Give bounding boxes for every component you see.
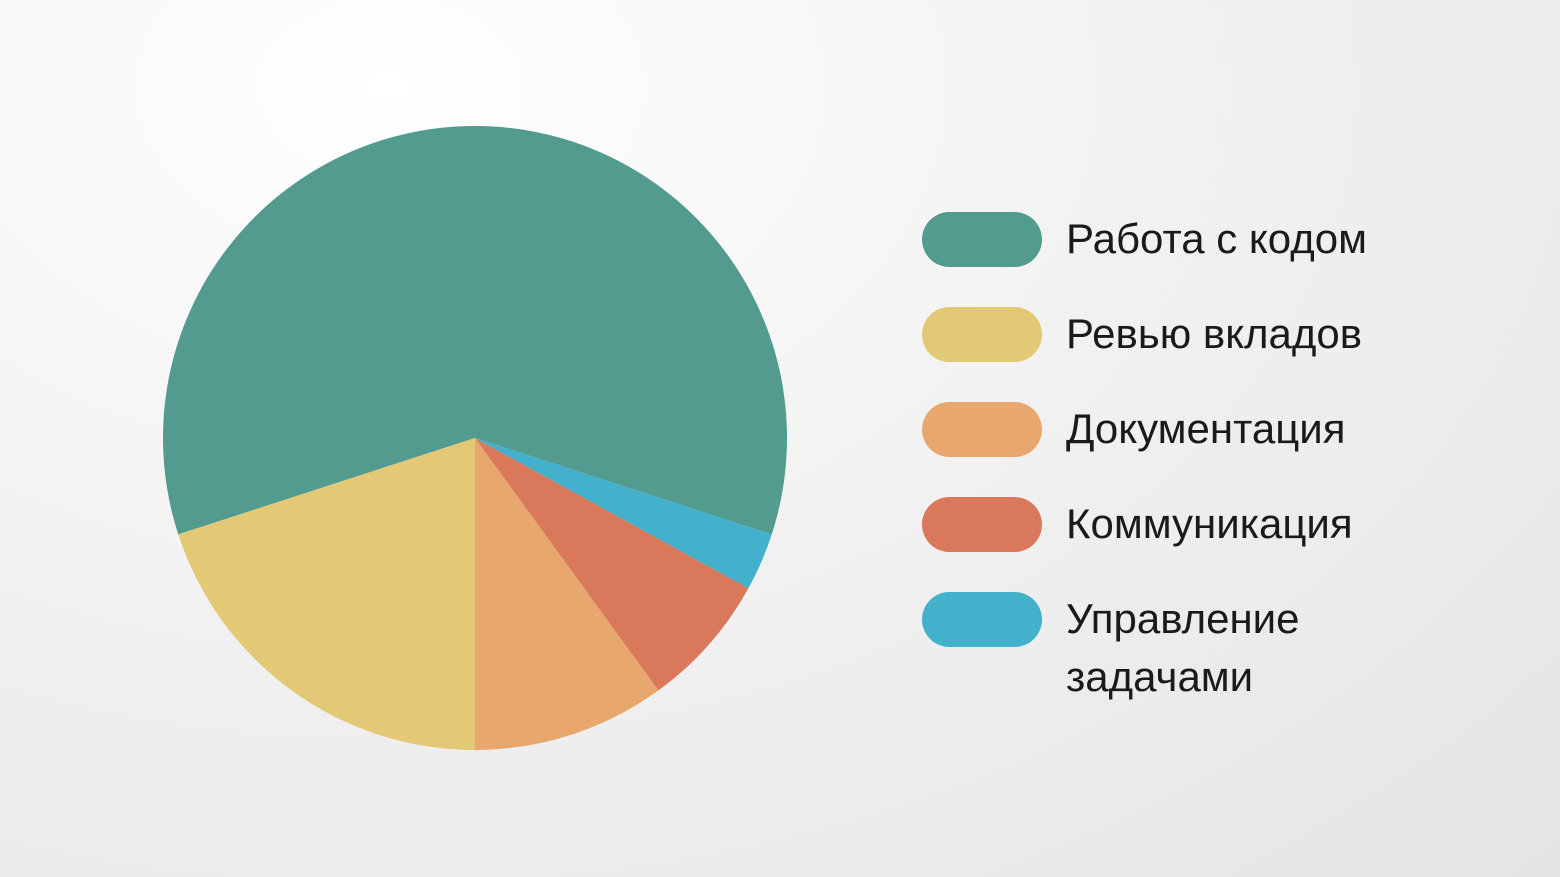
- pie-slice: [475, 438, 659, 750]
- legend-swatch: [922, 592, 1042, 647]
- legend-swatch: [922, 402, 1042, 457]
- legend-item: Работа с кодом: [922, 212, 1406, 268]
- legend-swatch: [922, 212, 1042, 267]
- pie-slice: [162, 125, 787, 535]
- legend-label: Управление задачами: [1066, 595, 1300, 700]
- legend-item: Документация: [922, 402, 1406, 458]
- legend-label: Ревью вкладов: [1066, 310, 1363, 357]
- legend-item: Ревью вкладов: [922, 307, 1406, 363]
- legend-label: Коммуникация: [1066, 500, 1353, 547]
- legend-swatch: [922, 307, 1042, 362]
- legend-swatch: [922, 497, 1042, 552]
- pie-slice: [178, 438, 475, 750]
- legend-label: Работа с кодом: [1066, 215, 1367, 262]
- legend: Работа с кодом Ревью вкладов Документация К…: [922, 212, 1406, 745]
- legend-item: Управление задачами: [922, 592, 1406, 706]
- legend-label: Документация: [1066, 405, 1346, 452]
- pie-slice: [475, 438, 749, 691]
- chart: [162, 125, 787, 750]
- legend-item: Коммуникация: [922, 497, 1406, 553]
- pie-slice: [475, 438, 772, 589]
